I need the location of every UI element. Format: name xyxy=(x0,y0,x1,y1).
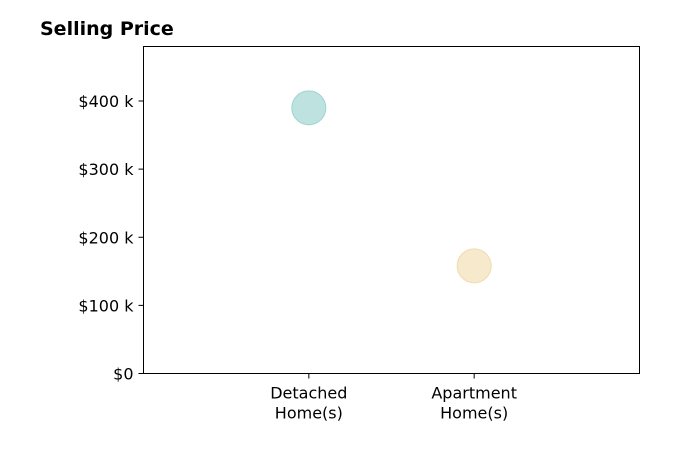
y-tick-label: $300 k xyxy=(78,160,134,179)
y-tick-label: $400 k xyxy=(78,92,134,111)
data-point xyxy=(291,90,327,126)
y-tick-label: $200 k xyxy=(78,228,134,247)
x-tick-label-line: Detached xyxy=(270,384,347,403)
y-tick-label: $0 xyxy=(113,365,133,384)
data-points xyxy=(291,90,492,284)
x-tick-label: Apartment Home(s) xyxy=(431,384,517,423)
y-tick-label: $100 k xyxy=(78,296,134,315)
chart-title: Selling Price xyxy=(40,18,174,40)
x-tick-label-line: Apartment xyxy=(431,384,517,403)
x-tick-label-line: Home(s) xyxy=(440,404,508,423)
x-tick-label: Detached Home(s) xyxy=(270,384,347,423)
y-axis: $0 $100 k $200 k $300 k $400 k xyxy=(78,92,144,384)
x-axis: Detached Home(s)Apartment Home(s) xyxy=(270,373,517,423)
data-point xyxy=(456,248,492,284)
x-tick-label-line: Home(s) xyxy=(275,404,343,423)
plot-area xyxy=(143,46,640,374)
